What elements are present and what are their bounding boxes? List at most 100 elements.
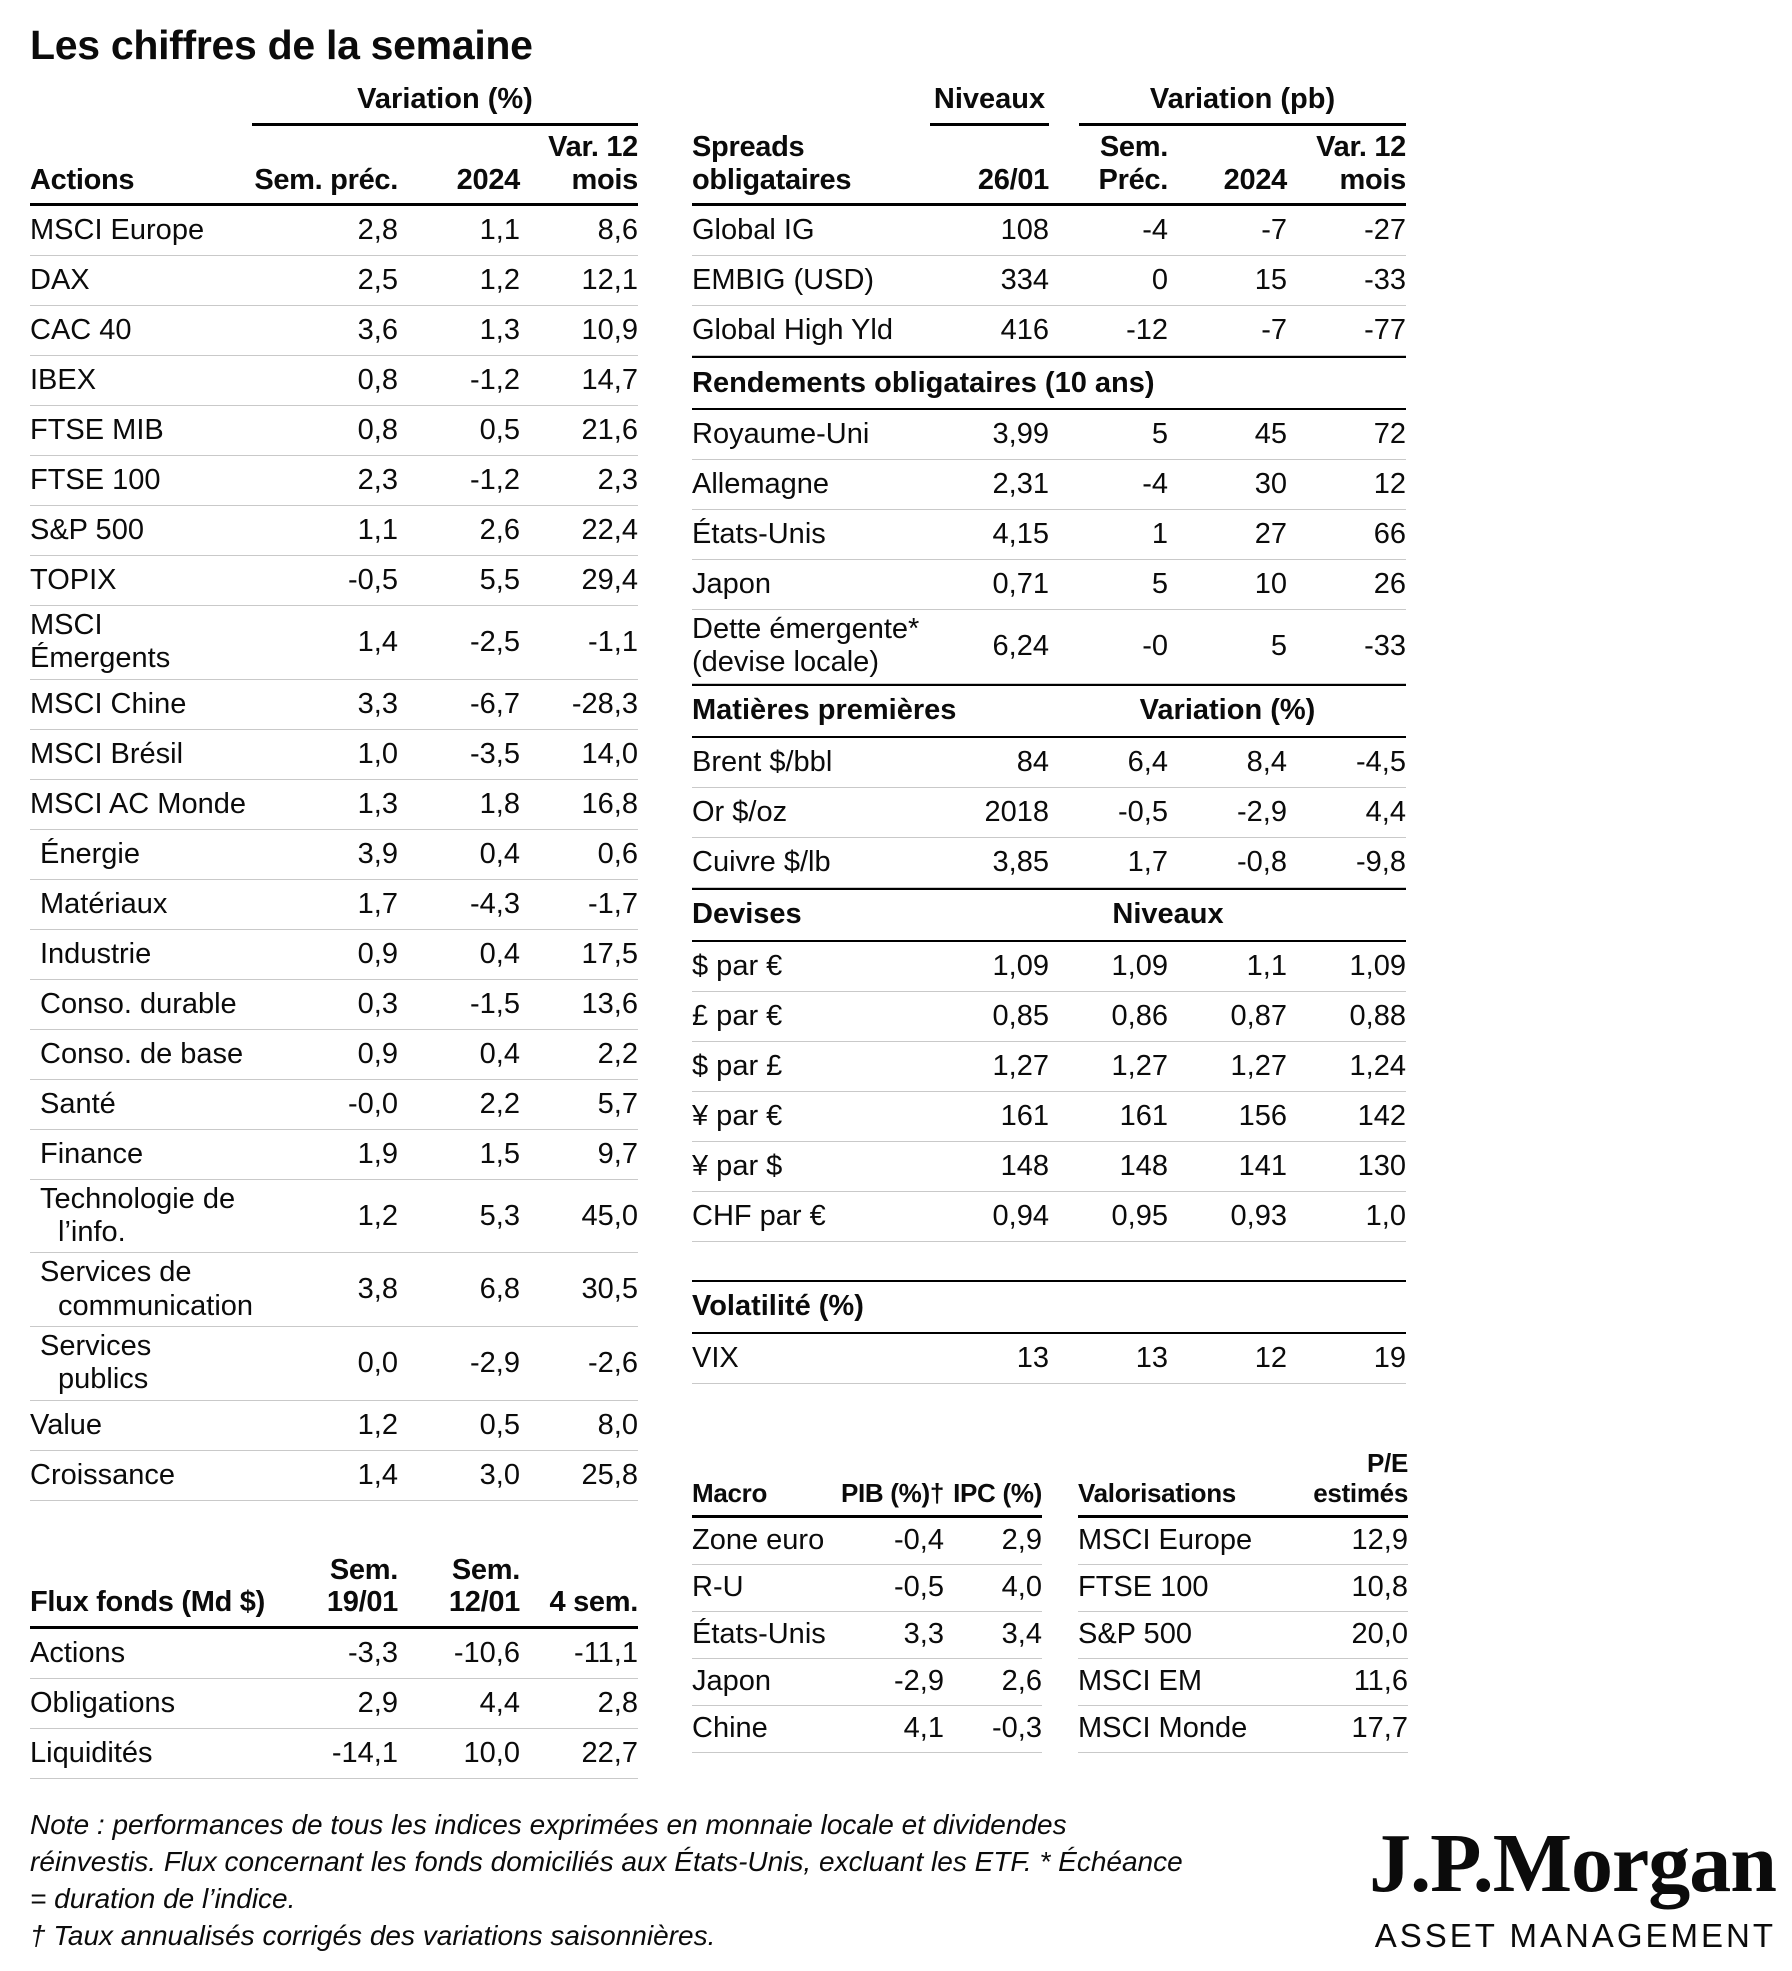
- cell-value: -3,3: [348, 1636, 398, 1669]
- row-label: $ par €: [692, 949, 783, 982]
- row-label: Chine: [692, 1712, 768, 1745]
- cell-value: 416: [1000, 314, 1049, 346]
- column-header: Var. 12 mois: [1316, 131, 1406, 196]
- row-label: MSCI Europe: [30, 213, 205, 246]
- cell-value: 0,85: [992, 999, 1049, 1032]
- cell-value: 1,5: [479, 1137, 520, 1170]
- cell-value: 29,4: [581, 564, 638, 596]
- cell-value: 27: [1254, 518, 1287, 550]
- section-header: Devises: [692, 898, 802, 931]
- table-row: MSCI Émergents 1,4 -2,5 -1,1: [30, 606, 638, 680]
- left-column: Variation (%) Actions Sem. préc. 2024 Var. …: [30, 83, 638, 1779]
- cell-value: 5: [1270, 629, 1287, 662]
- table-row: FTSE 100 10,8: [1078, 1565, 1408, 1612]
- cell-value: -27: [1364, 214, 1406, 246]
- section-subheader: Variation (%): [1139, 694, 1316, 727]
- table-row: Industrie 0,9 0,4 17,5: [30, 930, 638, 980]
- row-label: Croissance: [30, 1458, 176, 1491]
- row-label: S&P 500: [1078, 1618, 1192, 1651]
- cell-value: -10,6: [453, 1636, 520, 1669]
- cell-value: -12: [1126, 314, 1168, 346]
- cell-value: 148: [1119, 1149, 1168, 1182]
- cell-value: 130: [1357, 1149, 1406, 1182]
- table-row: Cuivre $/lb 3,85 1,7 -0,8 -9,8: [692, 838, 1406, 888]
- actions-table: Actions Sem. préc. 2024 Var. 12 mois MSCI Eu…: [30, 126, 638, 1501]
- footnote-dagger: † Taux annualisés corrigés des variation…: [30, 1919, 716, 1951]
- cell-value: -4,5: [1356, 745, 1406, 778]
- table-header-row: Macro PIB (%)† IPC (%): [692, 1432, 1042, 1518]
- cell-value: 12,1: [581, 264, 638, 296]
- table-row: MSCI Brésil 1,0 -3,5 14,0: [30, 730, 638, 780]
- table-header-row: Flux fonds (Md $) Sem. 19/01 Sem. 12/01 4 s…: [30, 1543, 638, 1629]
- cell-value: 0,8: [357, 364, 398, 396]
- footnotes: Note : performances de tous les indices …: [30, 1807, 1200, 1955]
- cell-value: 1,09: [992, 949, 1049, 982]
- cell-value: 3,0: [479, 1458, 520, 1491]
- cell-value: 1,4: [357, 625, 398, 658]
- cell-value: 26: [1373, 568, 1406, 600]
- cell-value: 3,3: [903, 1618, 944, 1651]
- cell-value: 20,0: [1351, 1618, 1408, 1651]
- cell-value: 3,99: [992, 418, 1049, 450]
- cell-value: -1,2: [470, 364, 520, 396]
- cell-value: 2,8: [357, 214, 398, 246]
- cell-value: 22,7: [581, 1736, 638, 1769]
- cell-value: -0,8: [1237, 845, 1287, 878]
- cell-value: 0,8: [357, 414, 398, 446]
- cell-value: 1,2: [357, 1199, 398, 1232]
- cell-value: 1,1: [1246, 949, 1287, 982]
- column-header: Sem. 19/01: [326, 1553, 398, 1619]
- row-label: États-Unis: [692, 517, 826, 550]
- table-row: MSCI Europe 12,9: [1078, 1518, 1408, 1565]
- cell-value: 0,94: [992, 1199, 1049, 1232]
- column-header: Macro: [692, 1477, 768, 1508]
- cell-value: 2,9: [1001, 1524, 1042, 1557]
- cell-value: -33: [1364, 264, 1406, 296]
- table-row: Global IG 108 -4 -7 -27: [692, 206, 1406, 256]
- cell-value: -28,3: [571, 687, 638, 720]
- cell-value: 1,3: [479, 314, 520, 346]
- cell-value: 2,2: [479, 1087, 520, 1120]
- row-label: R-U: [692, 1571, 744, 1604]
- cell-value: 0,4: [479, 937, 520, 970]
- cell-value: 2,6: [1001, 1665, 1042, 1698]
- cell-value: 13,6: [581, 987, 638, 1020]
- footnote-main: Note : performances de tous les indices …: [30, 1808, 1183, 1914]
- cell-value: 5: [1151, 568, 1168, 600]
- cell-value: -1,7: [588, 887, 638, 920]
- row-label: EMBIG (USD): [692, 263, 875, 296]
- column-header: Sem. préc.: [254, 163, 398, 196]
- cell-value: 12: [1254, 1341, 1287, 1374]
- cell-value: 30,5: [581, 1273, 638, 1306]
- cell-value: -2,9: [894, 1665, 944, 1698]
- cell-value: 1,3: [357, 787, 398, 820]
- cell-value: 4,15: [992, 518, 1049, 550]
- section-gap: [692, 1242, 1406, 1280]
- cell-value: 3,6: [357, 314, 398, 346]
- table-row: MSCI Europe 2,8 1,1 8,6: [30, 206, 638, 256]
- table-row: S&P 500 20,0: [1078, 1612, 1408, 1659]
- cell-value: -0,5: [1118, 795, 1168, 828]
- row-label: Services de communication: [40, 1256, 254, 1322]
- cell-value: -7: [1261, 214, 1287, 246]
- cell-value: 72: [1373, 418, 1406, 450]
- row-label: Santé: [40, 1087, 116, 1120]
- cell-value: 108: [1000, 214, 1049, 246]
- table-header-row: Valorisations P/E estimés: [1078, 1432, 1408, 1518]
- cell-value: 45,0: [581, 1199, 638, 1232]
- table-row: Finance 1,9 1,5 9,7: [30, 1130, 638, 1180]
- table-row: Liquidités -14,1 10,0 22,7: [30, 1729, 638, 1779]
- cell-value: 0,9: [357, 937, 398, 970]
- row-label: Actions: [30, 1636, 126, 1669]
- table-row: EMBIG (USD) 334 0 15 -33: [692, 256, 1406, 306]
- row-label: VIX: [692, 1341, 739, 1374]
- column-header: Valorisations: [1078, 1477, 1236, 1508]
- variation-pct-group-header: Variation (%): [252, 83, 638, 126]
- section-header: Matières premières: [692, 694, 957, 727]
- table-row: Santé -0,0 2,2 5,7: [30, 1080, 638, 1130]
- table-row: Japon 0,71 5 10 26: [692, 560, 1406, 610]
- table-row: Chine 4,1 -0,3: [692, 1706, 1042, 1753]
- table-row: Allemagne 2,31 -4 30 12: [692, 460, 1406, 510]
- row-label: CHF par €: [692, 1199, 826, 1232]
- cell-value: 0,4: [479, 1037, 520, 1070]
